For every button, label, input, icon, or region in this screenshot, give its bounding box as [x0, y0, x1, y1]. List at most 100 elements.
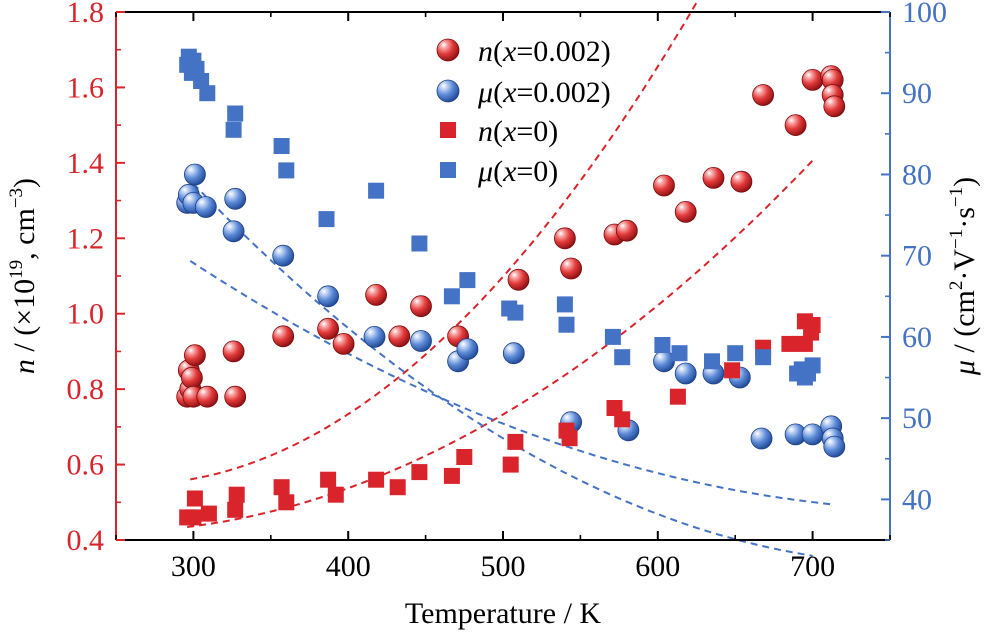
data-point-s3-3 [186, 490, 203, 507]
y-left-tick-label-1: 0.6 [67, 449, 105, 482]
data-point-s2-6 [222, 220, 245, 243]
data-point-s2-7 [224, 187, 247, 210]
data-point-s3-10 [327, 486, 344, 503]
data-point-s4-10 [273, 138, 290, 154]
legend-label-n-x0002: n(x=0.002) [478, 35, 611, 68]
data-point-s1-22 [653, 174, 675, 197]
y-right-tick-label-70: 70 [902, 240, 932, 273]
data-point-s3-25 [781, 335, 798, 352]
data-point-s4-20 [558, 316, 575, 333]
data-point-s2-13 [456, 338, 479, 361]
data-point-s4-14 [411, 235, 428, 252]
x-axis-title: Temperature / K [405, 597, 601, 630]
data-point-s4-18 [507, 304, 524, 321]
data-point-s4-21 [604, 328, 621, 345]
data-point-s2-21 [750, 427, 773, 450]
data-point-s4-8 [225, 121, 242, 138]
y-left-tick-label-2: 0.8 [67, 373, 105, 406]
data-point-s3-14 [443, 467, 460, 484]
fit-curves [187, 0, 835, 557]
data-point-s2-4 [183, 163, 206, 186]
data-point-s2-26 [823, 435, 846, 458]
data-point-s4-23 [654, 337, 671, 353]
data-point-s2-8 [272, 244, 295, 267]
x-tick-label-700: 700 [790, 550, 835, 583]
data-point-s4-5 [188, 60, 205, 77]
data-point-s3-6 [228, 486, 245, 503]
data-point-s3-23 [724, 362, 741, 379]
fit-curve-1 [190, 0, 700, 481]
data-point-s3-22 [669, 388, 686, 405]
axis-ticks: 300 400 500 600 700 0.4 0.6 0.8 1.0 1.2 1.4 1.6 1.8 4… [67, 0, 948, 583]
data-point-s4-26 [727, 345, 744, 362]
data-point-s1-23 [674, 200, 697, 223]
data-point-s3-4 [200, 505, 217, 522]
data-point-s4-32 [804, 357, 821, 374]
x-tick-label-400: 400 [326, 550, 371, 583]
fit-curve-3 [189, 260, 835, 506]
y-left-tick-label-4: 1.2 [67, 222, 105, 255]
x-tick-label-600: 600 [635, 550, 680, 583]
legend-marker-n-x0002 [436, 38, 460, 62]
data-point-s1-11 [317, 317, 340, 340]
data-point-s1-4 [180, 366, 203, 389]
data-point-s1-19 [560, 257, 582, 280]
data-point-s1-9 [224, 385, 247, 408]
data-point-s4-12 [318, 211, 335, 228]
data-point-s1-27 [784, 114, 807, 136]
legend-item-n-x0002: n(x=0.002) [436, 35, 611, 68]
data-point-s3-8 [278, 494, 295, 511]
right-axis-title-exp-c: −1 [946, 187, 967, 207]
data-point-s2-14 [502, 342, 525, 365]
data-point-s1-28 [801, 69, 824, 91]
data-point-s3-5 [227, 501, 244, 518]
data-point-s2-23 [801, 423, 824, 446]
y-right-tick-label-60: 60 [902, 321, 932, 354]
right-axis-title-close: ) [948, 177, 981, 187]
data-point-s1-7 [196, 385, 219, 408]
legend: n(x=0.002) μ(x=0.002) n(x=0) μ(x=0) [436, 35, 611, 188]
right-axis-title-unit-c: ·s [948, 207, 981, 229]
left-axis-title-unit-a: / (×10 [8, 279, 41, 359]
data-point-s3-16 [502, 456, 519, 473]
data-point-s3-29 [804, 317, 821, 333]
data-point-s2-17 [653, 350, 675, 373]
legend-item-n-x0: n(x=0) [440, 115, 558, 148]
data-point-s1-21 [615, 219, 638, 242]
legend-marker-n-x0 [440, 122, 456, 138]
data-point-s3-19 [561, 430, 578, 447]
data-point-s1-17 [507, 268, 530, 291]
data-point-s1-24 [702, 166, 725, 189]
left-axis-title-unit-b: , cm [8, 208, 41, 260]
legend-label-n-x0: n(x=0) [478, 115, 558, 148]
data-point-s1-15 [410, 295, 432, 318]
legend-marker-mu-x0 [440, 162, 456, 178]
right-axis-title-exp-a: 2 [946, 281, 967, 291]
data-point-s1-32 [823, 95, 846, 118]
data-point-s3-11 [368, 471, 385, 488]
right-axis-title-unit-a: / (cm [948, 290, 981, 360]
data-point-s1-14 [388, 325, 411, 348]
y-right-tick-label-40: 40 [902, 483, 932, 516]
data-point-s3-21 [614, 411, 631, 428]
fit-curve-2 [187, 159, 814, 528]
data-point-s3-15 [456, 449, 473, 465]
data-point-s3-13 [411, 464, 428, 481]
data-point-s4-16 [459, 272, 476, 289]
data-point-s1-18 [554, 227, 576, 250]
data-point-s3-7 [273, 479, 290, 496]
data-point-s4-22 [614, 349, 631, 366]
data-point-s1-6 [183, 344, 206, 367]
data-point-s2-10 [363, 325, 386, 348]
x-tick-label-500: 500 [481, 550, 526, 583]
data-point-s4-24 [671, 345, 688, 362]
left-axis-title-close: ) [8, 178, 41, 188]
right-axis-title-exp-b: −1 [946, 229, 967, 249]
data-point-s3-17 [507, 433, 524, 450]
right-axis-title-unit-b: ·V [948, 249, 981, 281]
data-point-s1-26 [752, 84, 774, 106]
data-point-s2-11 [410, 330, 432, 352]
data-point-s2-5 [194, 196, 217, 218]
left-axis-title-exp-a: 19 [6, 260, 27, 279]
